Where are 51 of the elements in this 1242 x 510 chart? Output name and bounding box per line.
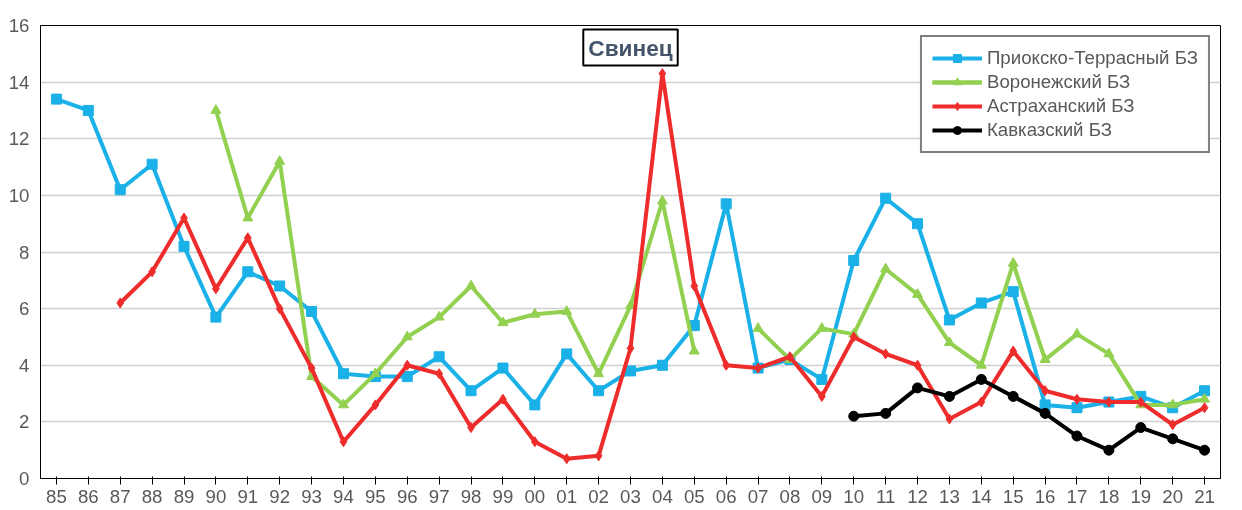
y-tick-label: 14 bbox=[8, 71, 30, 93]
x-tick-label: 21 bbox=[1194, 485, 1215, 507]
x-tick-label: 97 bbox=[428, 485, 450, 507]
x-tick-label: 18 bbox=[1098, 485, 1120, 507]
legend-label: Приокско-Террасный БЗ bbox=[986, 47, 1198, 69]
x-tick-label: 16 bbox=[1034, 485, 1056, 507]
y-tick-label: 4 bbox=[19, 354, 30, 376]
x-tick-label: 93 bbox=[301, 485, 322, 507]
chart-title: Свинец bbox=[588, 34, 673, 61]
x-tick-label: 90 bbox=[205, 485, 227, 507]
y-tick-label: 10 bbox=[8, 184, 30, 206]
x-tick-label: 88 bbox=[141, 485, 163, 507]
x-tick-label: 00 bbox=[524, 485, 546, 507]
x-tick-label: 94 bbox=[333, 485, 354, 507]
x-tick-label: 87 bbox=[109, 485, 131, 507]
x-tick-label: 20 bbox=[1162, 485, 1184, 507]
y-tick-label: 12 bbox=[8, 128, 30, 150]
x-tick-label: 91 bbox=[237, 485, 259, 507]
y-tick-label: 0 bbox=[19, 468, 30, 489]
x-tick-label: 14 bbox=[970, 485, 992, 507]
x-tick-label: 11 bbox=[875, 485, 896, 507]
x-tick-label: 09 bbox=[811, 485, 833, 507]
x-tick-label: 02 bbox=[588, 485, 609, 507]
x-tick-label: 03 bbox=[620, 485, 641, 507]
y-tick-label: 6 bbox=[19, 298, 30, 320]
x-tick-label: 19 bbox=[1130, 485, 1152, 507]
x-tick-label: 89 bbox=[173, 485, 195, 507]
x-tick-label: 99 bbox=[492, 485, 514, 507]
x-tick-label: 17 bbox=[1066, 485, 1088, 507]
x-tick-label: 04 bbox=[652, 485, 673, 507]
legend-label: Воронежский БЗ bbox=[986, 71, 1131, 93]
y-tick-label: 16 bbox=[8, 15, 30, 36]
x-tick-label: 10 bbox=[843, 485, 865, 507]
x-tick-label: 06 bbox=[715, 485, 737, 507]
x-tick-label: 15 bbox=[1002, 485, 1024, 507]
x-tick-label: 07 bbox=[747, 485, 769, 507]
x-tick-label: 85 bbox=[46, 485, 67, 507]
y-tick-label: 8 bbox=[19, 241, 30, 263]
x-tick-label: 95 bbox=[364, 485, 386, 507]
x-tick-label: 13 bbox=[939, 485, 960, 507]
y-tick-label: 2 bbox=[19, 411, 30, 433]
x-tick-label: 96 bbox=[396, 485, 418, 507]
x-tick-label: 05 bbox=[683, 485, 705, 507]
legend-label: Астраханский БЗ bbox=[986, 95, 1135, 117]
x-tick-label: 01 bbox=[556, 485, 578, 507]
legend-label: Кавказский БЗ bbox=[986, 119, 1113, 141]
x-tick-label: 98 bbox=[460, 485, 482, 507]
x-tick-label: 92 bbox=[269, 485, 291, 507]
x-tick-label: 86 bbox=[77, 485, 99, 507]
x-tick-label: 08 bbox=[779, 485, 801, 507]
x-tick-label: 12 bbox=[907, 485, 928, 507]
